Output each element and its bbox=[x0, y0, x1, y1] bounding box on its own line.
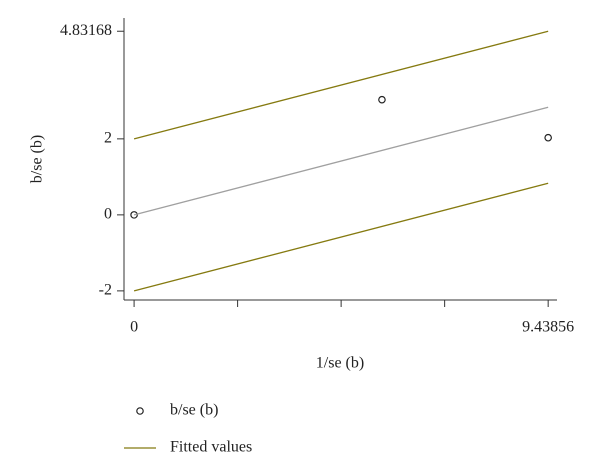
y-tick-label: 4.83168 bbox=[60, 22, 112, 39]
y-axis-label: b/se (b) bbox=[29, 135, 46, 183]
point bbox=[130, 211, 138, 219]
legend-swatch bbox=[136, 407, 144, 415]
point bbox=[544, 133, 552, 142]
y-tick-label: 2 bbox=[104, 130, 112, 147]
x-tick-label: 9.43856 bbox=[522, 319, 574, 336]
x-axis-label: 1/se (b) bbox=[316, 355, 364, 372]
legend-label: Fitted values bbox=[170, 439, 252, 456]
y-tick-label: -2 bbox=[99, 282, 112, 299]
point bbox=[378, 95, 386, 104]
fit-line bbox=[133, 106, 549, 216]
x-tick-label: 0 bbox=[130, 319, 138, 336]
legend-label: b/se (b) bbox=[170, 402, 218, 419]
fit-line bbox=[133, 30, 549, 140]
fit-line bbox=[133, 182, 549, 292]
y-tick-label: 0 bbox=[104, 206, 112, 223]
